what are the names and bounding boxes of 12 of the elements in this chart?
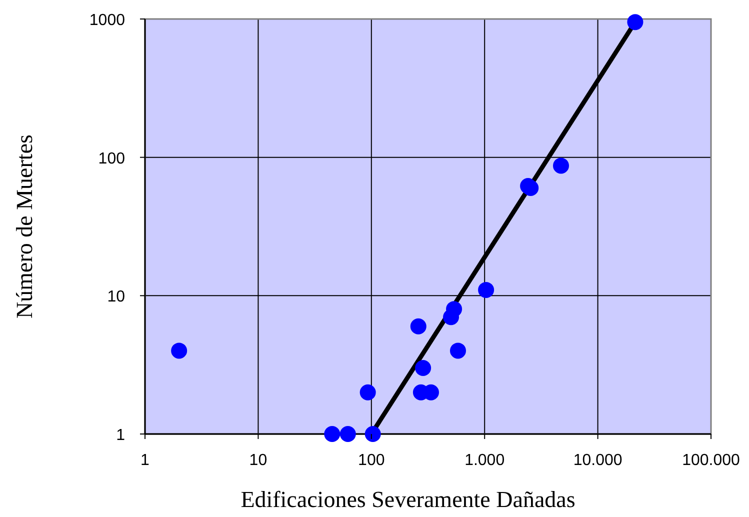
- y-tick-label: 1: [116, 427, 126, 444]
- x-tick-label: 10: [249, 452, 268, 469]
- x-tick-label: 100.000: [682, 452, 740, 469]
- x-tick-label: 1: [140, 452, 150, 469]
- x-tick-label: 1.000: [464, 452, 505, 469]
- y-tick-label: 100: [98, 150, 126, 168]
- x-tick-label: 100: [358, 452, 385, 469]
- y-tick-label: 1000: [89, 12, 126, 29]
- y-tick-label: 10: [107, 288, 126, 306]
- x-tick-label: 10.000: [573, 452, 622, 469]
- y-axis-title: Número de Muertes: [12, 134, 37, 318]
- x-axis-title: Edificaciones Severamente Dañadas: [240, 487, 576, 512]
